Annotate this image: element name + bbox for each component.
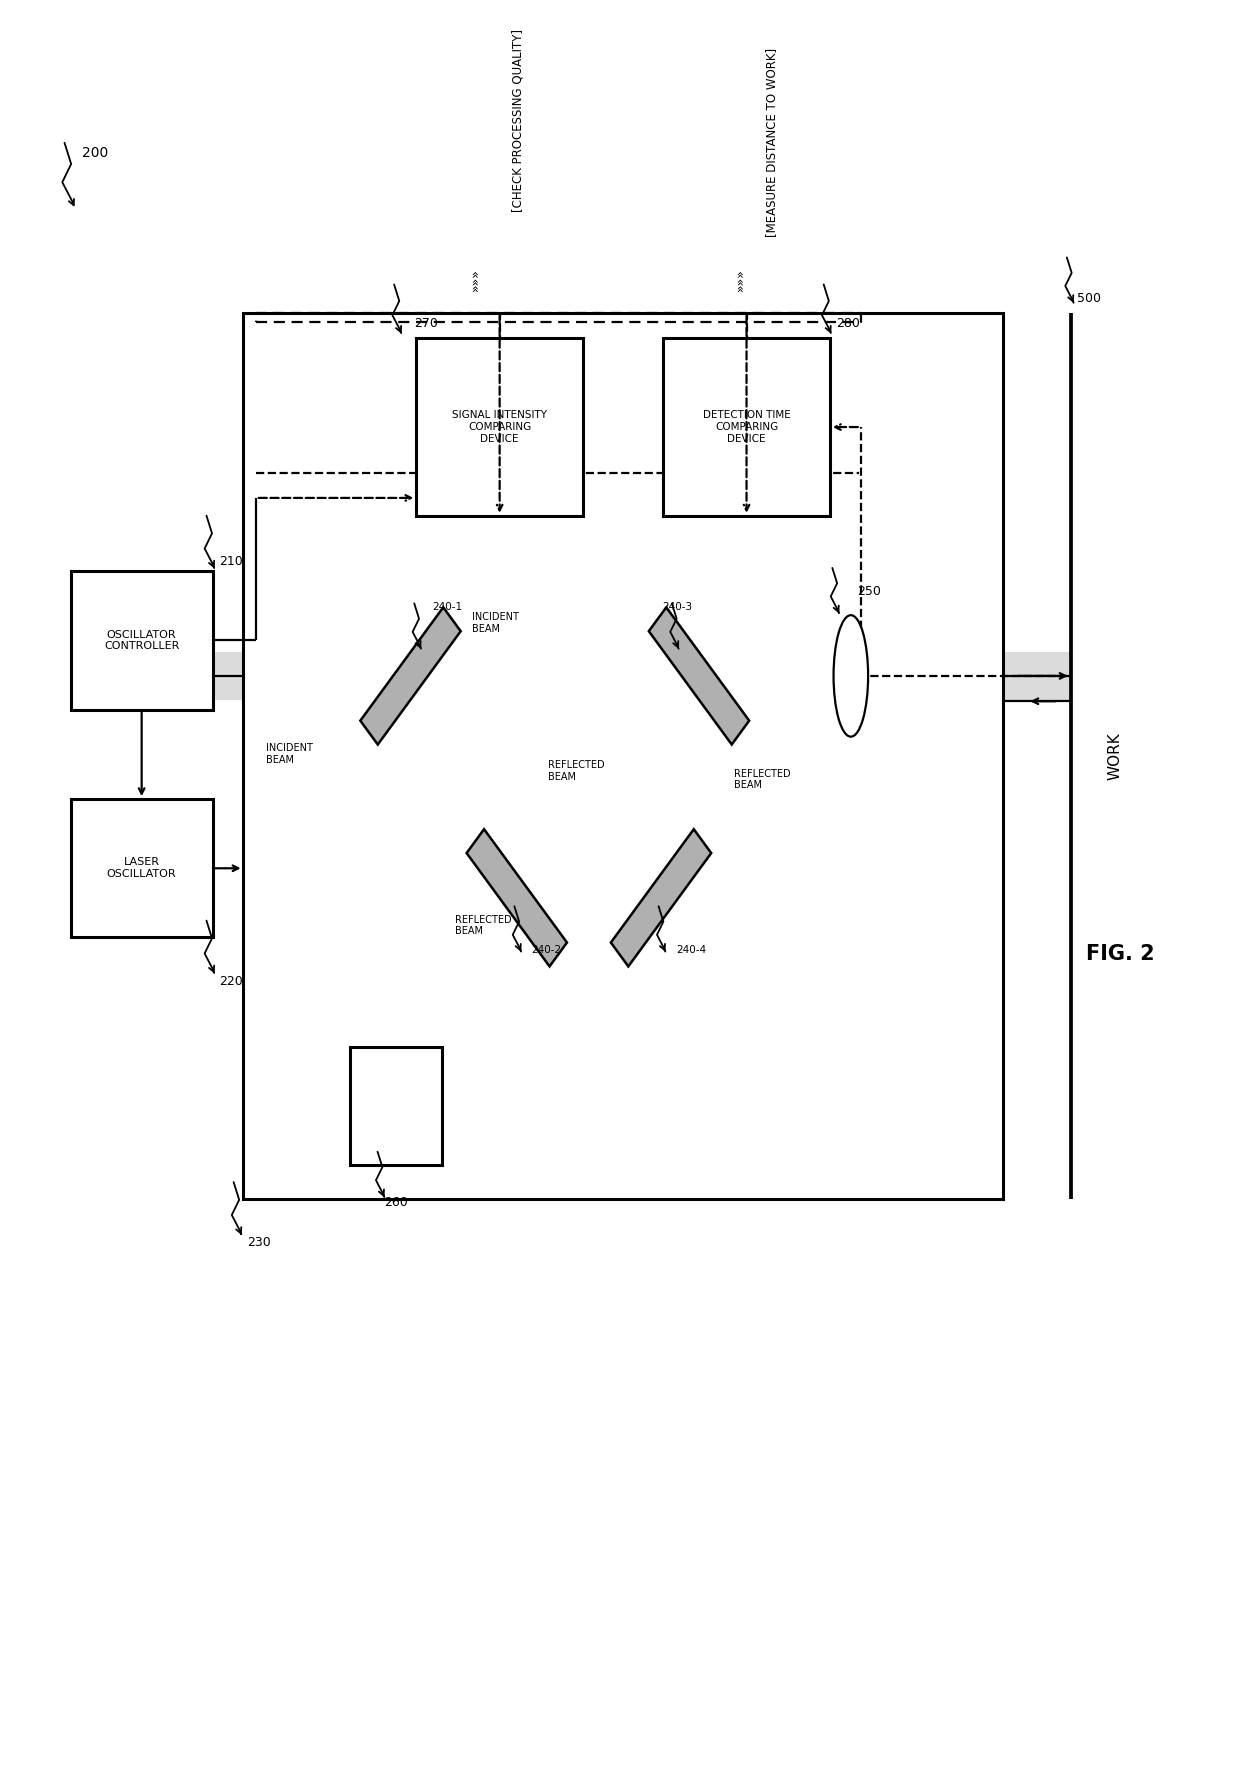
Text: 210: 210: [218, 555, 243, 567]
Text: REFLECTED
BEAM: REFLECTED BEAM: [548, 760, 604, 781]
Bar: [492, 313, 542, 1200]
Text: 230: 230: [247, 1237, 272, 1249]
Text: LASER
OSCILLATOR: LASER OSCILLATOR: [107, 857, 176, 878]
Text: SIGNAL INTENSITY
COMPARING
DEVICE: SIGNAL INTENSITY COMPARING DEVICE: [453, 410, 547, 444]
Text: 240-4: 240-4: [676, 945, 706, 954]
Polygon shape: [649, 608, 749, 744]
Text: 220: 220: [218, 975, 243, 988]
Text: 270: 270: [414, 316, 438, 330]
Bar: [71, 571, 212, 710]
Bar: [243, 313, 1003, 1200]
Text: [MEASURE DISTANCE TO WORK]: [MEASURE DISTANCE TO WORK]: [765, 48, 777, 237]
Text: DETECTION TIME
COMPARING
DEVICE: DETECTION TIME COMPARING DEVICE: [703, 410, 790, 444]
Text: [CHECK PROCESSING QUALITY]: [CHECK PROCESSING QUALITY]: [512, 28, 525, 212]
Text: OSCILLATOR
CONTROLLER: OSCILLATOR CONTROLLER: [104, 629, 180, 652]
Text: FIG. 2: FIG. 2: [1086, 944, 1154, 965]
Bar: [350, 1048, 443, 1164]
Text: 250: 250: [857, 585, 880, 599]
Text: INCIDENT
BEAM: INCIDENT BEAM: [265, 744, 312, 765]
Text: »»»: »»»: [734, 269, 746, 292]
Text: »»»: »»»: [469, 269, 481, 292]
Text: 240-2: 240-2: [532, 945, 562, 954]
Text: INCIDENT
BEAM: INCIDENT BEAM: [472, 611, 520, 634]
Polygon shape: [611, 829, 712, 967]
Bar: [663, 339, 830, 516]
Text: REFLECTED
BEAM: REFLECTED BEAM: [455, 915, 511, 937]
Bar: [212, 652, 1070, 700]
Text: REFLECTED
BEAM: REFLECTED BEAM: [734, 769, 790, 790]
Text: 240-3: 240-3: [662, 603, 693, 611]
Text: 200: 200: [82, 147, 108, 159]
Text: 240-1: 240-1: [433, 603, 463, 611]
Ellipse shape: [833, 615, 868, 737]
Text: 280: 280: [836, 316, 859, 330]
Text: 260: 260: [384, 1196, 408, 1209]
Text: WORK: WORK: [1107, 732, 1122, 779]
Polygon shape: [466, 829, 567, 967]
Bar: [71, 799, 212, 938]
Text: 500: 500: [1076, 292, 1101, 304]
Bar: [417, 339, 583, 516]
Polygon shape: [361, 608, 461, 744]
